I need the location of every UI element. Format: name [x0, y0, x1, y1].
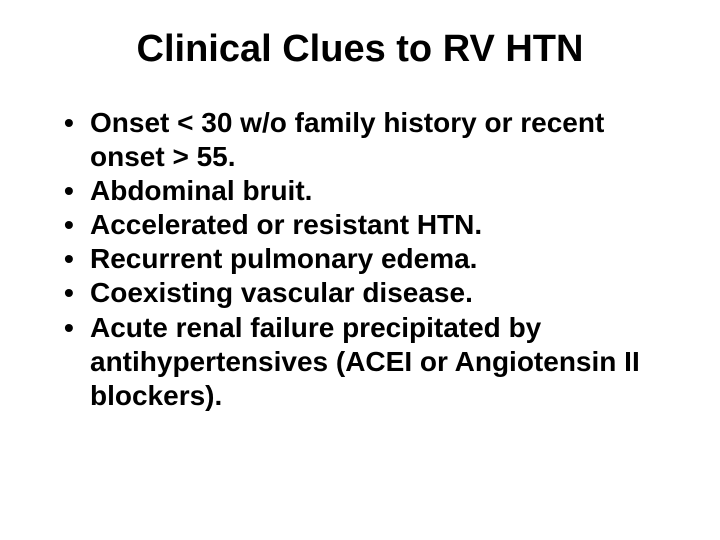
list-item: Onset < 30 w/o family history or recent … — [64, 106, 680, 174]
slide: Clinical Clues to RV HTN Onset < 30 w/o … — [0, 0, 720, 540]
slide-title: Clinical Clues to RV HTN — [40, 28, 680, 72]
list-item: Abdominal bruit. — [64, 174, 680, 208]
list-item: Coexisting vascular disease. — [64, 276, 680, 310]
list-item: Acute renal failure precipitated by anti… — [64, 311, 680, 413]
list-item: Recurrent pulmonary edema. — [64, 242, 680, 276]
bullet-list: Onset < 30 w/o family history or recent … — [40, 106, 680, 413]
list-item: Accelerated or resistant HTN. — [64, 208, 680, 242]
